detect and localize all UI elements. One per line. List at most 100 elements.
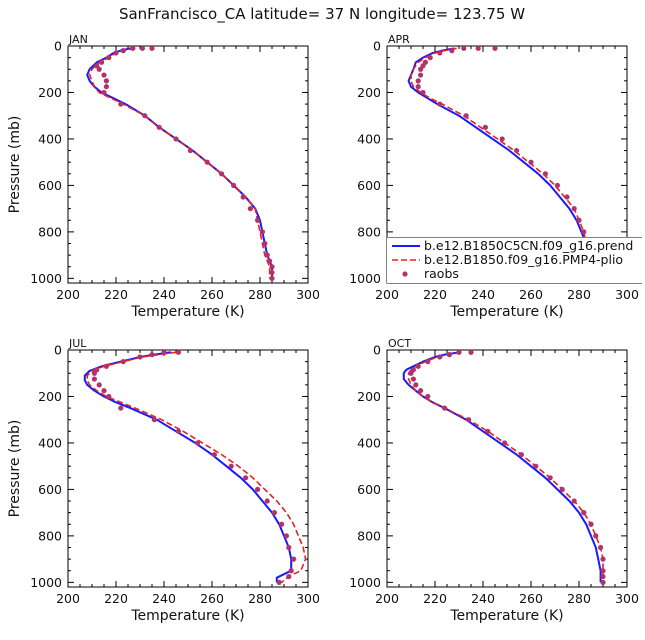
raobs-point xyxy=(264,498,270,504)
series-line-prend xyxy=(83,351,293,583)
raobs-point xyxy=(161,350,167,355)
y-axis-label: Pressure (mb) xyxy=(7,116,23,214)
x-axis-label: Temperature (K) xyxy=(449,304,563,320)
raobs-point xyxy=(475,46,481,51)
raobs-point xyxy=(482,124,488,130)
series-line-plio xyxy=(407,351,604,583)
x-axis-label: Temperature (K) xyxy=(449,608,563,624)
raobs-point xyxy=(149,46,155,51)
raobs-point xyxy=(485,428,491,434)
series-group xyxy=(86,46,275,281)
raobs-point xyxy=(130,46,136,51)
legend-marker-raobs xyxy=(402,271,408,277)
x-tick-label: 240 xyxy=(471,591,495,606)
raobs-point xyxy=(175,350,181,355)
x-tick-label: 280 xyxy=(248,287,272,302)
raobs-point xyxy=(103,78,109,84)
raobs-point xyxy=(576,217,582,223)
raobs-point xyxy=(598,544,604,551)
series-line-plio xyxy=(86,351,307,584)
raobs-point xyxy=(259,229,265,235)
raobs-point xyxy=(547,475,553,481)
raobs-point xyxy=(418,388,424,394)
raobs-point xyxy=(283,533,289,539)
plot-frame xyxy=(67,349,309,588)
y-tick-label: 200 xyxy=(38,85,62,100)
x-tick-label: 200 xyxy=(375,287,399,302)
raobs-point xyxy=(600,568,606,574)
raobs-point xyxy=(518,451,525,458)
raobs-point xyxy=(269,269,275,276)
raobs-point xyxy=(571,206,577,212)
x-tick-label: 220 xyxy=(423,591,447,606)
y-tick-label: 200 xyxy=(357,85,381,100)
raobs-point xyxy=(243,475,249,481)
legend-label: b.e12.B1850.f09_g16.PMP4-plio xyxy=(424,252,623,267)
raobs-point xyxy=(219,171,225,177)
y-tick-label: 0 xyxy=(373,343,381,358)
x-tick-label: 240 xyxy=(152,591,176,606)
raobs-point xyxy=(442,405,448,411)
y-tick-label: 0 xyxy=(54,343,62,358)
raobs-point xyxy=(542,171,549,177)
raobs-point xyxy=(106,393,112,400)
panel-label: APR xyxy=(388,33,410,46)
raobs-point xyxy=(415,363,421,369)
x-tick-label: 260 xyxy=(519,287,543,302)
raobs-point xyxy=(276,579,282,585)
raobs-point xyxy=(456,350,462,355)
legend: b.e12.B1850C5CN.f09_g16.prendb.e12.B1850… xyxy=(387,237,642,284)
raobs-point xyxy=(101,72,107,78)
raobs-point xyxy=(286,544,292,551)
y-tick-label: 1000 xyxy=(349,575,381,590)
raobs-point xyxy=(600,556,606,562)
raobs-point xyxy=(415,84,421,90)
raobs-point xyxy=(103,363,109,369)
y-tick-label: 800 xyxy=(38,224,62,239)
x-tick-label: 220 xyxy=(104,591,128,606)
series-line-prend xyxy=(402,351,602,583)
y-tick-label: 800 xyxy=(38,528,62,543)
raobs-point xyxy=(149,352,155,358)
raobs-point xyxy=(554,182,561,189)
x-tick-label: 200 xyxy=(375,591,399,606)
y-tick-label: 0 xyxy=(54,39,62,54)
x-tick-label: 280 xyxy=(567,591,591,606)
x-tick-label: 300 xyxy=(296,287,320,302)
raobs-point xyxy=(247,206,253,212)
raobs-point xyxy=(492,46,498,51)
y-tick-label: 200 xyxy=(38,389,62,404)
raobs-point xyxy=(600,573,606,580)
raobs-point xyxy=(499,136,505,142)
raobs-point xyxy=(528,159,534,165)
raobs-point xyxy=(118,405,124,411)
raobs-point xyxy=(101,388,107,394)
y-tick-label: 400 xyxy=(38,131,62,146)
raobs-point xyxy=(286,573,292,580)
raobs-point xyxy=(437,101,443,107)
x-tick-label: 220 xyxy=(104,287,128,302)
figure-title: SanFrancisco_CA latitude= 37 N longitude… xyxy=(119,5,525,24)
raobs-point xyxy=(468,350,474,355)
raobs-point xyxy=(103,84,109,90)
x-tick-label: 300 xyxy=(296,591,320,606)
raobs-point xyxy=(463,113,469,119)
y-axis-label: Pressure (mb) xyxy=(7,420,23,518)
legend-label: b.e12.B1850C5CN.f09_g16.prend xyxy=(424,238,633,253)
raobs-point xyxy=(408,370,414,376)
raobs-point xyxy=(96,382,102,388)
raobs-point xyxy=(96,66,102,72)
y-tick-label: 800 xyxy=(357,224,381,239)
y-tick-label: 600 xyxy=(38,482,62,497)
raobs-point xyxy=(533,463,539,469)
raobs-point xyxy=(410,376,416,382)
raobs-point xyxy=(449,48,455,54)
legend-background xyxy=(387,237,642,284)
panel-jan: 200 220 240 260 280 300 0 200 400 600 800 1000 JAN Te… xyxy=(7,33,320,320)
x-tick-label: 240 xyxy=(152,287,176,302)
raobs-point xyxy=(446,352,452,358)
panel-jul: 200 220 240 260 280 300 0 200 400 600 800 1000 JUL Te… xyxy=(7,337,320,624)
raobs-point xyxy=(271,510,277,516)
raobs-point xyxy=(151,417,157,423)
raobs-point xyxy=(581,229,587,235)
